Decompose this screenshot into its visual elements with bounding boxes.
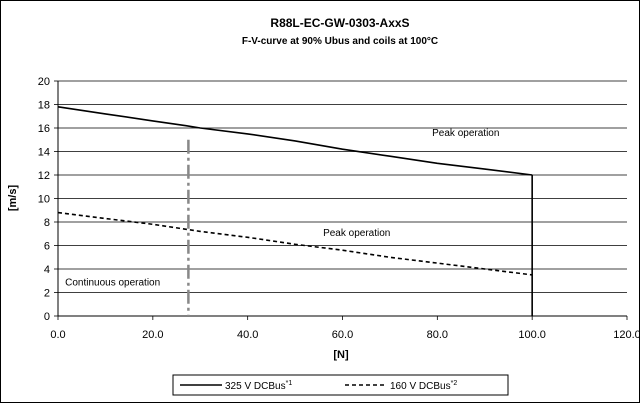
y-tick-label-2: 2 [44,288,50,300]
legend-label-160v: 160 V DCBus*2 [390,380,457,392]
x-axis-label: [N] [333,349,349,361]
y-tick-label-10: 10 [38,194,50,206]
annotation-2: Continuous operation [65,277,160,288]
annotation-0: Peak operation [432,128,499,139]
y-axis-label: [m/s] [7,185,19,212]
y-tick-label-12: 12 [38,170,50,182]
legend: 325 V DCBus*1 160 V DCBus*2 [173,375,508,395]
x-tick-label-20.0: 20.0 [142,329,163,341]
chart-title: R88L-EC-GW-0303-AxxS [270,16,409,30]
y-tick-label-8: 8 [44,217,50,229]
y-tick-label-4: 4 [44,264,50,276]
annotation-1: Peak operation [323,228,390,239]
x-tick-label-100.0: 100.0 [518,329,546,341]
x-tick-label-120.0: 120.0 [613,329,640,341]
x-tick-label-40.0: 40.0 [237,329,258,341]
y-tick-label-6: 6 [44,241,50,253]
legend-box [173,375,508,395]
x-tick-label-60.0: 60.0 [332,329,353,341]
chart-subtitle: F-V-curve at 90% Ubus and coils at 100°C [242,36,438,47]
y-tick-label-0: 0 [44,311,50,323]
legend-label-325v: 325 V DCBus*1 [225,380,292,392]
y-tick-label-14: 14 [38,147,50,159]
y-tick-label-18: 18 [38,100,50,112]
y-tick-label-16: 16 [38,123,50,135]
x-tick-label-0.0: 0.0 [50,329,65,341]
y-tick-label-20: 20 [38,76,50,88]
x-tick-label-80.0: 80.0 [427,329,448,341]
